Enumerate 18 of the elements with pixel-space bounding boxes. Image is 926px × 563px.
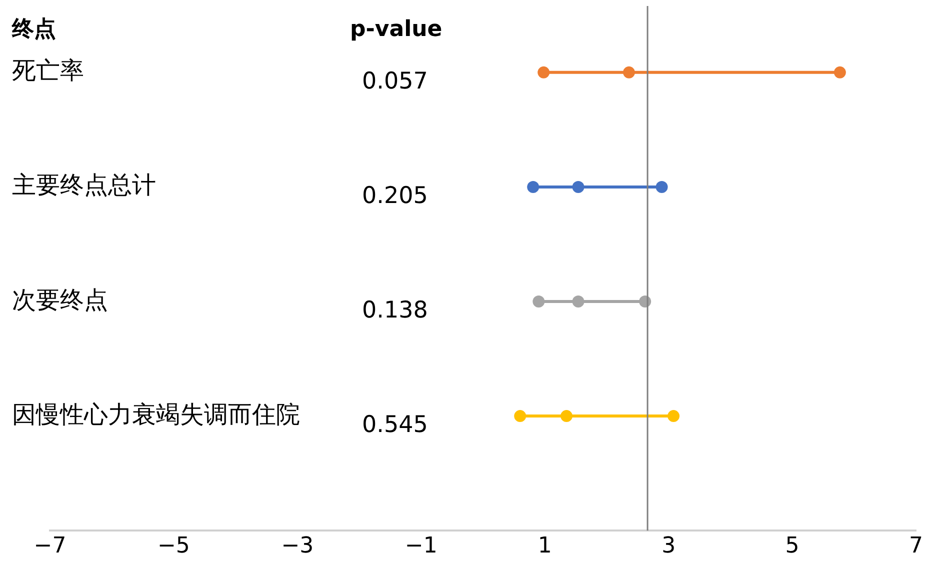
x-tick-label: 3	[662, 534, 676, 559]
y-tick-label: 次要终点	[12, 286, 108, 314]
x-tick-label: 5	[785, 534, 800, 559]
x-tick-label: 7	[909, 534, 923, 559]
annotation: p-value	[350, 16, 442, 42]
annotation: 0.057	[362, 68, 428, 94]
x-tick-label: −5	[157, 534, 190, 559]
y-tick-label: 死亡率	[12, 56, 84, 85]
x-tick-label: 1	[538, 534, 552, 559]
x-tick-label: −3	[281, 534, 314, 559]
x-tick-label: −1	[404, 534, 438, 559]
annotation: 0.138	[362, 297, 428, 324]
annotation: 0.545	[362, 412, 428, 438]
y-tick-label: 因慢性心力衰竭失调而住院	[12, 400, 300, 428]
x-tick-label: −7	[34, 534, 66, 559]
annotation: 终点	[11, 16, 56, 42]
annotation: 0.205	[362, 182, 428, 209]
y-tick-label: 主要终点总计	[12, 171, 156, 200]
